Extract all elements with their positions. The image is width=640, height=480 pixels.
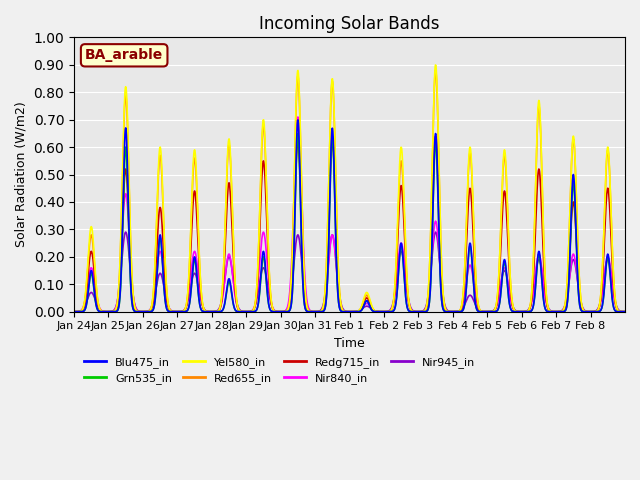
Redg715_in <box>561 306 568 312</box>
Legend: Blu475_in, Grn535_in, Yel580_in, Red655_in, Redg715_in, Nir840_in, Nir945_in: Blu475_in, Grn535_in, Yel580_in, Red655_… <box>79 352 480 388</box>
Blu475_in <box>325 232 333 238</box>
Nir945_in <box>480 309 488 314</box>
Nir945_in <box>70 309 78 314</box>
Red655_in <box>324 191 332 196</box>
Grn535_in <box>561 309 568 314</box>
Grn535_in <box>70 309 78 314</box>
Yel580_in <box>621 309 629 314</box>
Yel580_in <box>561 305 568 311</box>
Nir840_in <box>156 249 164 254</box>
Red655_in <box>335 279 343 285</box>
Line: Red655_in: Red655_in <box>74 71 625 312</box>
Nir945_in <box>561 304 568 310</box>
Text: BA_arable: BA_arable <box>85 48 163 62</box>
Nir840_in <box>294 114 302 120</box>
Yel580_in <box>614 308 622 313</box>
Blu475_in <box>621 309 629 314</box>
Y-axis label: Solar Radiation (W/m2): Solar Radiation (W/m2) <box>15 102 28 247</box>
Redg715_in <box>70 309 78 314</box>
Nir840_in <box>325 258 333 264</box>
Blu475_in <box>294 117 302 123</box>
X-axis label: Time: Time <box>334 337 365 350</box>
Nir840_in <box>621 309 629 314</box>
Line: Grn535_in: Grn535_in <box>74 133 625 312</box>
Redg715_in <box>335 287 343 293</box>
Redg715_in <box>621 309 629 314</box>
Line: Yel580_in: Yel580_in <box>74 65 625 312</box>
Yel580_in <box>335 279 343 285</box>
Yel580_in <box>431 62 439 68</box>
Nir840_in <box>561 305 568 311</box>
Grn535_in <box>621 309 629 314</box>
Red655_in <box>70 309 78 314</box>
Nir840_in <box>480 309 488 314</box>
Nir945_in <box>122 229 129 235</box>
Redg715_in <box>480 309 488 314</box>
Yel580_in <box>324 189 332 195</box>
Yel580_in <box>156 144 164 150</box>
Red655_in <box>621 309 629 314</box>
Title: Incoming Solar Bands: Incoming Solar Bands <box>259 15 440 33</box>
Nir945_in <box>621 309 629 314</box>
Blu475_in <box>335 304 343 310</box>
Red655_in <box>480 309 488 314</box>
Nir840_in <box>70 309 78 314</box>
Red655_in <box>431 68 439 73</box>
Nir840_in <box>614 308 622 313</box>
Blu475_in <box>480 309 488 314</box>
Redg715_in <box>324 222 332 228</box>
Grn535_in <box>156 235 164 240</box>
Blu475_in <box>156 232 164 238</box>
Line: Nir840_in: Nir840_in <box>74 117 625 312</box>
Blu475_in <box>70 309 78 314</box>
Redg715_in <box>614 308 622 314</box>
Grn535_in <box>294 131 302 136</box>
Grn535_in <box>480 309 488 314</box>
Nir945_in <box>157 271 164 276</box>
Line: Blu475_in: Blu475_in <box>74 120 625 312</box>
Grn535_in <box>614 309 622 314</box>
Line: Redg715_in: Redg715_in <box>74 136 625 312</box>
Nir945_in <box>335 290 343 296</box>
Line: Nir945_in: Nir945_in <box>74 232 625 312</box>
Redg715_in <box>431 133 439 139</box>
Nir945_in <box>325 254 333 260</box>
Grn535_in <box>335 304 343 310</box>
Blu475_in <box>561 309 568 314</box>
Yel580_in <box>70 309 78 314</box>
Red655_in <box>561 305 568 311</box>
Yel580_in <box>480 309 488 314</box>
Red655_in <box>156 153 164 158</box>
Nir945_in <box>614 307 622 312</box>
Blu475_in <box>614 309 622 314</box>
Redg715_in <box>156 204 164 210</box>
Nir840_in <box>335 295 343 300</box>
Red655_in <box>614 308 622 313</box>
Grn535_in <box>325 236 333 241</box>
